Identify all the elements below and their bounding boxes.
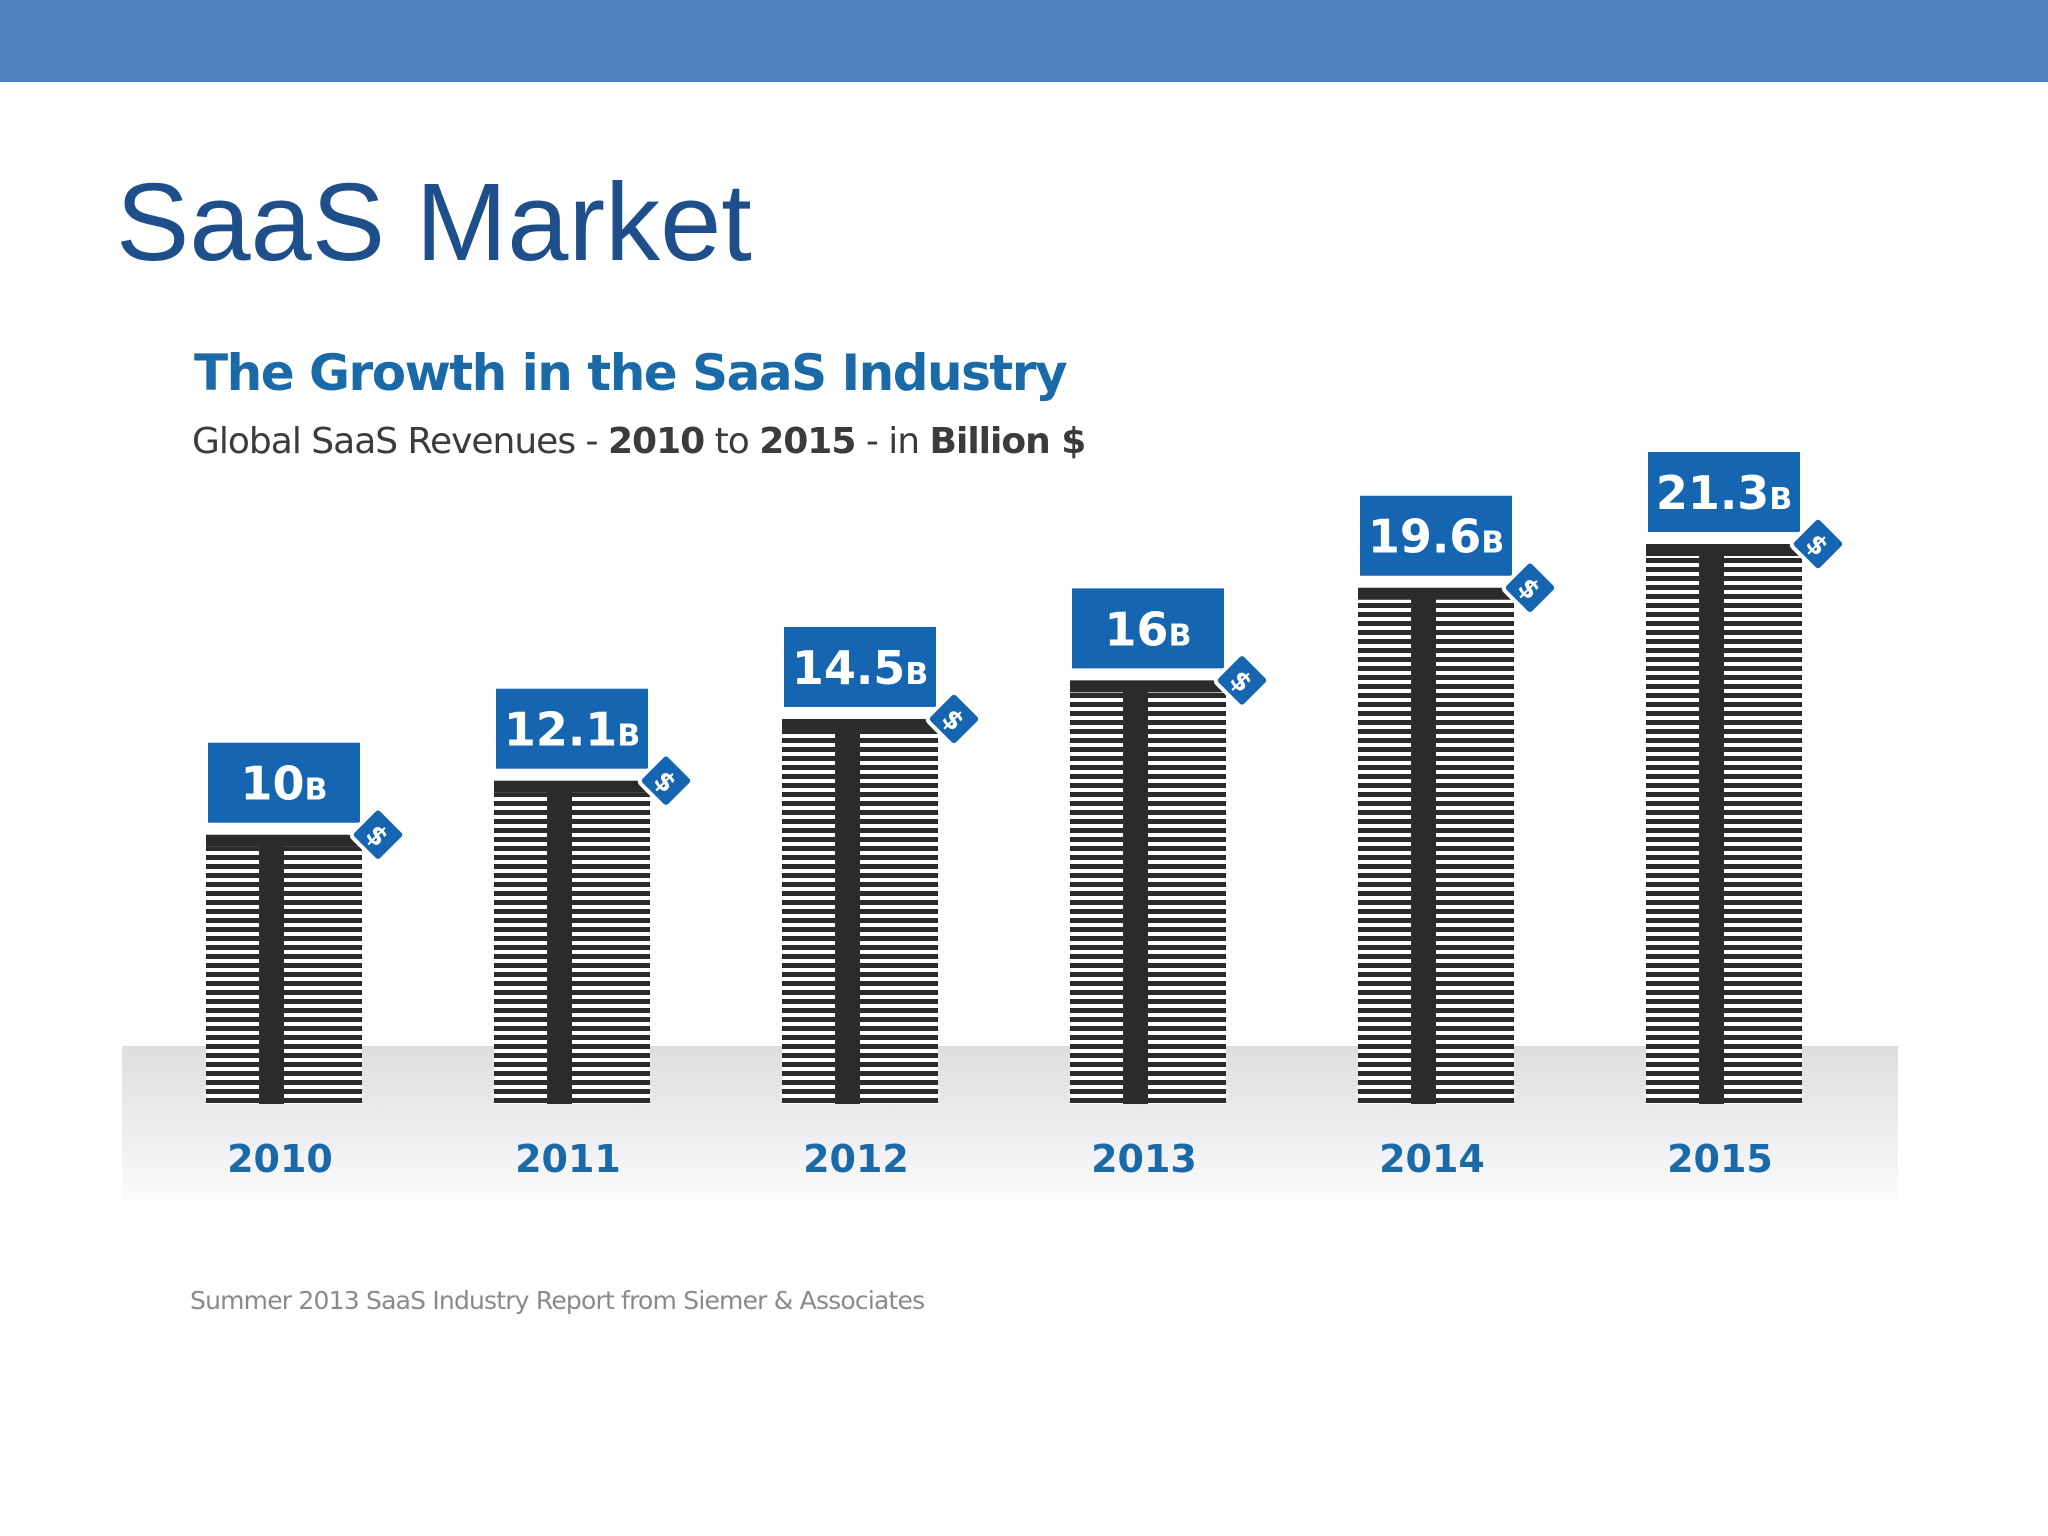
category-label-2010: 2010 xyxy=(227,1137,333,1181)
bar-top-edge xyxy=(782,718,938,731)
subtitle-unit: Billion $ xyxy=(929,421,1087,462)
bar-spine xyxy=(1123,688,1148,1104)
chart-subtitle: Global SaaS Revenues - 2010 to 2015 - in… xyxy=(192,421,1087,462)
bar-2014: 19.6B$2014 xyxy=(1358,495,1559,1181)
bar-top-edge xyxy=(1646,544,1802,556)
dollar-tag-icon xyxy=(1789,515,1847,573)
value-label-2015: 21.3B xyxy=(1656,466,1792,520)
value-label-2014: 19.6B xyxy=(1368,510,1504,564)
bar-right-pages xyxy=(860,730,938,1104)
chart-title: The Growth in the SaaS Industry xyxy=(194,344,1068,402)
value-label-box xyxy=(496,688,648,769)
bar-left-pages xyxy=(1070,692,1124,1104)
bar-left-pages xyxy=(206,846,260,1104)
subtitle-prefix: Global SaaS Revenues - xyxy=(192,421,608,462)
bar-right-pages xyxy=(284,846,362,1104)
bar-top-edge xyxy=(494,780,650,793)
dollar-tag-icon xyxy=(637,752,695,809)
value-label-box xyxy=(1648,452,1800,532)
subtitle-start-year: 2010 xyxy=(607,421,705,462)
bars-layer: 10B$2010 12.1B$2011 14.5B$2012 16B$2013 19.6… xyxy=(206,452,1847,1181)
value-label-2011: 12.1B xyxy=(504,703,640,757)
bar-2015: 21.3B$2015 xyxy=(1646,452,1847,1181)
bar-spine xyxy=(835,726,860,1104)
dollar-tag-icon xyxy=(1213,652,1271,709)
bar-top-edge xyxy=(1070,680,1226,693)
chart-source-note: Summer 2013 SaaS Industry Report from Si… xyxy=(190,1286,925,1315)
category-label-2011: 2011 xyxy=(515,1137,621,1181)
category-label-2012: 2012 xyxy=(803,1137,909,1181)
bar-left-pages xyxy=(1358,599,1412,1104)
bar-spine xyxy=(1699,552,1724,1104)
subtitle-end-year: 2015 xyxy=(759,421,856,462)
bar-2011: 12.1B$2011 xyxy=(494,688,695,1181)
dollar-tag-icon xyxy=(349,806,407,863)
bar-spine xyxy=(547,788,572,1104)
bar-spine xyxy=(1411,595,1436,1104)
slide-header-bar xyxy=(0,0,2048,82)
chart-floor xyxy=(122,1046,1898,1216)
category-label-2015: 2015 xyxy=(1667,1137,1773,1181)
bar-right-pages xyxy=(1436,599,1514,1104)
value-label-2012: 14.5B xyxy=(792,641,928,695)
value-label-2010: 10B xyxy=(241,757,328,811)
dollar-tag-icon xyxy=(1501,559,1559,616)
category-label-2013: 2013 xyxy=(1091,1137,1197,1181)
bar-left-pages xyxy=(1646,556,1700,1104)
value-label-box xyxy=(208,742,360,823)
subtitle-connector: to xyxy=(704,421,760,462)
bar-right-pages xyxy=(572,792,650,1104)
value-label-box xyxy=(1360,495,1512,576)
value-label-2013: 16B xyxy=(1105,602,1192,656)
value-label-box xyxy=(1072,588,1224,669)
bar-right-pages xyxy=(1724,556,1802,1104)
subtitle-separator: - in xyxy=(855,421,930,462)
bar-2010: 10B$2010 xyxy=(206,742,407,1181)
bar-2012: 14.5B$2012 xyxy=(782,626,983,1181)
bar-top-edge xyxy=(1358,587,1514,600)
dollar-tag-icon xyxy=(925,690,983,748)
category-label-2014: 2014 xyxy=(1379,1137,1485,1181)
slide-title: SaaS Market xyxy=(116,161,752,284)
bar-top-edge xyxy=(206,834,362,847)
bar-right-pages xyxy=(1148,692,1226,1104)
bar-2013: 16B$2013 xyxy=(1070,588,1271,1181)
bar-left-pages xyxy=(494,792,548,1104)
value-label-box xyxy=(784,626,936,707)
bar-left-pages xyxy=(782,730,836,1104)
bar-spine xyxy=(259,842,284,1104)
